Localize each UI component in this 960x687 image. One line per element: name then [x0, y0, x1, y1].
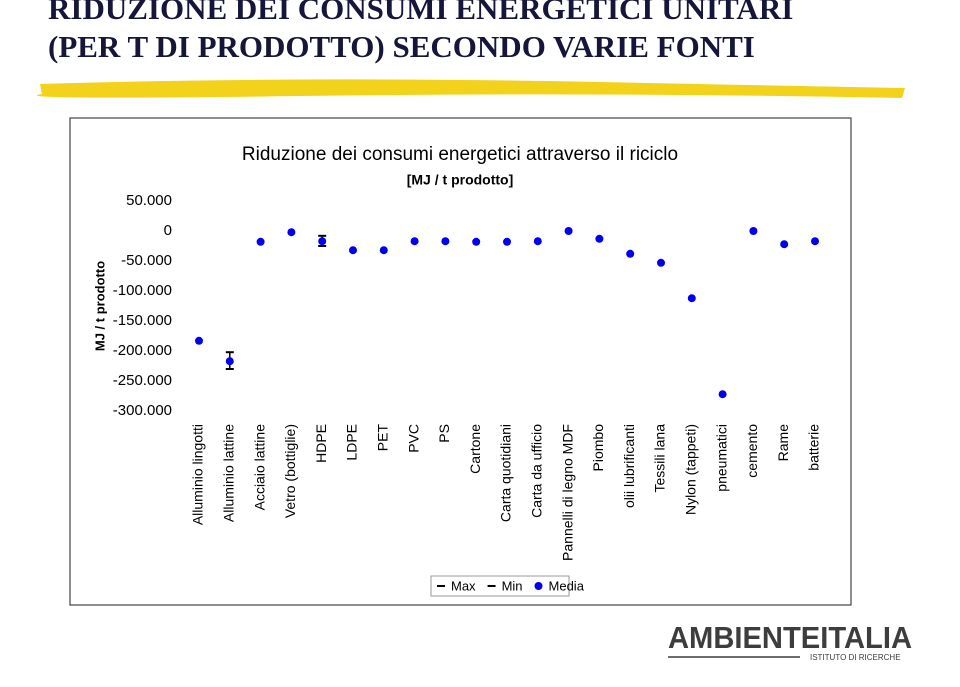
x-tick-label: cemento: [744, 424, 760, 478]
data-point: [318, 237, 327, 246]
data-point: [595, 234, 604, 243]
x-tick-label: Carta quotidiani: [498, 424, 514, 522]
data-point: [287, 228, 296, 237]
header-title-line: RIDUZIONE DEI CONSUMI ENERGETICI UNITARI: [48, 0, 793, 26]
x-tick-label: Rame: [775, 424, 791, 462]
data-point: [657, 258, 665, 267]
data-point: [379, 246, 388, 255]
legend-swatch: [534, 582, 543, 590]
chart-subtitle: [MJ / t prodotto]: [407, 172, 514, 188]
x-tick-label: Cartone: [467, 424, 483, 474]
x-tick-label: Vetro (bottiglie): [282, 424, 298, 518]
data-point: [749, 227, 758, 235]
x-tick-label: HDPE: [313, 424, 329, 463]
y-tick-label: -300.000: [113, 402, 172, 419]
legend-label: Media: [549, 578, 585, 593]
x-tick-label: PET: [375, 424, 391, 452]
brush-stroke: [36, 79, 905, 98]
data-point: [441, 237, 450, 246]
y-tick-label: -200.000: [113, 342, 172, 359]
data-point: [687, 294, 696, 303]
chart-title: Riduzione dei consumi energetici attrave…: [242, 144, 678, 165]
y-tick-label: 0: [164, 222, 172, 239]
data-point: [195, 336, 203, 345]
data-point: [225, 357, 234, 366]
x-tick-label: Pannelli di legno MDF: [559, 424, 575, 561]
x-tick-label: LDPE: [344, 424, 360, 461]
logo-subtitle: ISTITUTO DI RICERCHE: [810, 653, 901, 662]
y-axis-label: MJ / t prodotto: [92, 261, 107, 351]
x-tick-label: Tessili lana: [652, 424, 668, 493]
data-point: [811, 237, 819, 246]
x-tick-label: PVC: [405, 424, 421, 453]
legend-label: Min: [502, 578, 523, 593]
x-tick-label: Alluminio lingotti: [190, 424, 206, 525]
chart-frame: [69, 117, 852, 606]
legend-box: [430, 575, 570, 597]
logo-name: AMBIENTEITALIA: [668, 620, 912, 655]
x-tick-label: pneumatici: [713, 424, 729, 492]
x-tick-label: Piombo: [590, 424, 606, 472]
x-tick-label: Acciaio lattine: [251, 424, 267, 511]
y-tick-label: -100.000: [113, 282, 172, 299]
data-point: [256, 237, 265, 246]
x-tick-label: Nylon (tappeti): [683, 424, 699, 515]
y-tick-label: 50.000: [126, 192, 172, 209]
data-point: [780, 240, 789, 249]
data-point: [503, 237, 511, 246]
data-point: [533, 237, 542, 246]
data-point: [718, 390, 727, 399]
x-tick-label: Alluminio lattine: [221, 424, 237, 522]
x-tick-label: PS: [436, 424, 452, 443]
x-tick-label: olii lubrificanti: [621, 424, 637, 508]
logo: AMBIENTEITALIA ISTITUTO DI RICERCHE: [668, 620, 912, 662]
data-point: [564, 227, 573, 235]
x-tick-label: batterie: [806, 424, 822, 471]
y-tick-label: -50.000: [121, 252, 172, 269]
y-tick-label: -250.000: [113, 372, 172, 389]
data-point: [410, 237, 419, 246]
data-point: [626, 249, 635, 258]
data-point: [472, 237, 481, 246]
x-tick-label: Carta da ufficio: [529, 424, 545, 518]
y-tick-label: -150.000: [113, 312, 172, 329]
data-point: [349, 246, 357, 255]
header-title-line: (PER T DI PRODOTTO) SECONDO VARIE FONTI: [48, 29, 755, 64]
legend-label: Max: [451, 578, 476, 593]
